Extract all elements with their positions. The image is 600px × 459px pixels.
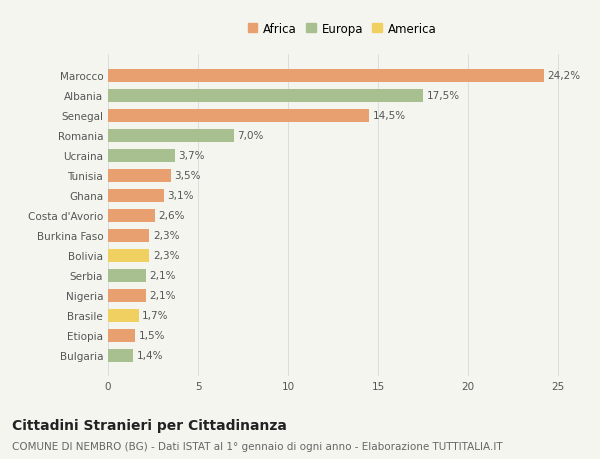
Text: 7,0%: 7,0% [238,131,264,141]
Bar [108,169,171,182]
Bar [108,189,164,202]
Text: 1,7%: 1,7% [142,310,169,320]
Bar [108,70,544,83]
Bar [108,229,149,242]
Text: 24,2%: 24,2% [547,71,580,81]
Bar [108,309,139,322]
Text: 3,7%: 3,7% [178,151,205,161]
Bar [108,269,146,282]
Text: 3,5%: 3,5% [175,171,201,181]
Bar [108,289,146,302]
Text: 2,1%: 2,1% [149,270,176,280]
Text: 2,3%: 2,3% [153,231,179,241]
Text: 1,5%: 1,5% [139,330,165,340]
Bar [108,349,133,362]
Bar [108,90,423,102]
Text: 3,1%: 3,1% [167,191,194,201]
Text: Cittadini Stranieri per Cittadinanza: Cittadini Stranieri per Cittadinanza [12,418,287,431]
Bar [108,209,155,222]
Bar [108,110,369,123]
Bar [108,150,175,162]
Bar [108,329,135,342]
Text: 1,4%: 1,4% [137,350,163,360]
Text: 2,6%: 2,6% [158,211,185,221]
Text: 2,3%: 2,3% [153,251,179,261]
Legend: Africa, Europa, America: Africa, Europa, America [244,19,440,39]
Bar [108,249,149,262]
Text: 17,5%: 17,5% [427,91,460,101]
Text: 2,1%: 2,1% [149,291,176,301]
Text: 14,5%: 14,5% [373,111,406,121]
Bar [108,129,234,142]
Text: COMUNE DI NEMBRO (BG) - Dati ISTAT al 1° gennaio di ogni anno - Elaborazione TUT: COMUNE DI NEMBRO (BG) - Dati ISTAT al 1°… [12,441,503,451]
